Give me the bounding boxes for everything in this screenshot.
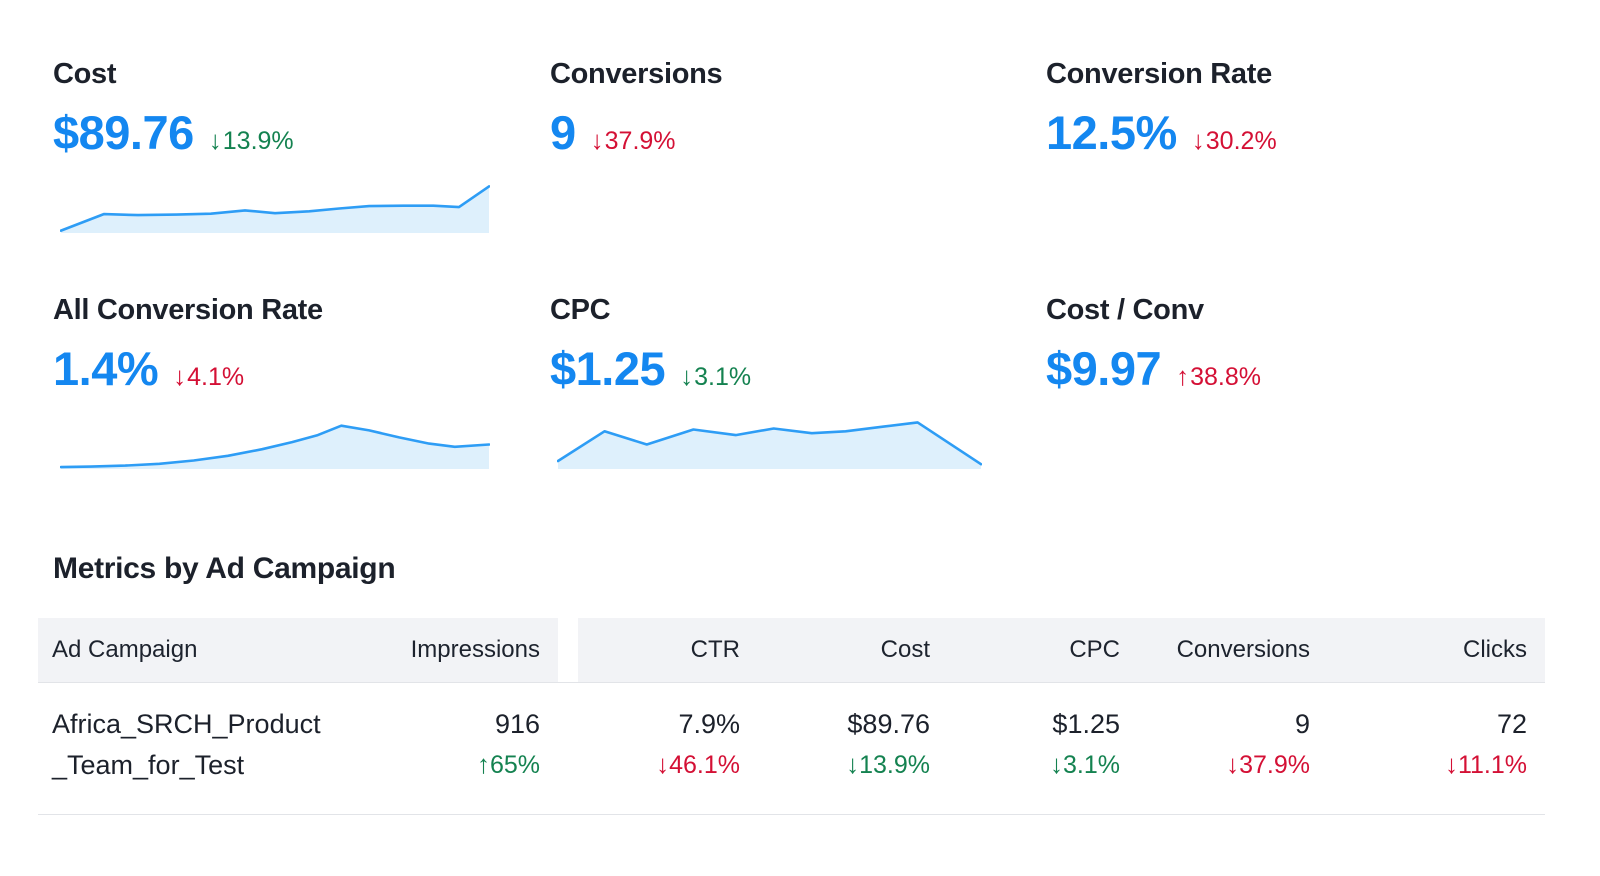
clicks-cell: 72 ↓11.1% — [1328, 704, 1545, 786]
conversions-delta: ↓37.9% — [1138, 745, 1310, 785]
kpi-value-all-conversion-rate: 1.4% — [53, 342, 159, 395]
kpi-delta-all-conversion-rate: ↓4.1% — [173, 361, 245, 391]
table-row: Africa_SRCH_Product _Team_for_Test 916 ↑… — [38, 683, 1545, 815]
arrow-down-icon: ↓ — [1444, 749, 1458, 779]
conversions-cell: 9 ↓37.9% — [1138, 704, 1328, 786]
kpi-title-cost: Cost — [53, 58, 117, 90]
cost-cell: $89.76 ↓13.9% — [758, 704, 948, 786]
kpi-card-cpc: CPC $1.25 ↓3.1% — [550, 292, 1046, 469]
kpi-value-cost-per-conv: $9.97 — [1046, 342, 1162, 395]
cost-delta: ↓13.9% — [758, 745, 930, 785]
kpi-title-all-conversion-rate: All Conversion Rate — [53, 294, 323, 326]
cpc-cell: $1.25 ↓3.1% — [948, 704, 1138, 786]
kpi-title-conversions: Conversions — [550, 58, 723, 90]
kpi-delta-cpc: ↓3.1% — [680, 361, 752, 391]
table-header-row: Ad Campaign Impressions CTR Cost CPC Con… — [38, 618, 1545, 683]
impressions-delta: ↑65% — [378, 745, 540, 785]
column-gap — [558, 704, 578, 786]
kpi-title-cost-per-conv: Cost / Conv — [1046, 294, 1204, 326]
arrow-down-icon: ↓ — [173, 361, 187, 391]
kpi-delta-text: 30.2% — [1205, 127, 1277, 155]
arrow-down-icon: ↓ — [656, 749, 670, 779]
cost-value: $89.76 — [847, 709, 930, 739]
kpi-value-conversions: 9 — [550, 106, 576, 159]
campaign-name-line2: _Team_for_Test — [52, 750, 245, 780]
kpi-delta-cost-per-conv: ↑38.8% — [1176, 361, 1262, 391]
arrow-down-icon: ↓ — [1050, 749, 1064, 779]
campaign-metrics-table: Ad Campaign Impressions CTR Cost CPC Con… — [38, 618, 1545, 815]
kpi-cards-grid: Cost $89.76 ↓13.9% Conversions 9 ↓37.9% Co… — [53, 56, 1600, 469]
ctr-delta: ↓46.1% — [578, 745, 740, 785]
kpi-delta-text: 3.1% — [694, 363, 752, 391]
kpi-card-all-conversion-rate: All Conversion Rate 1.4% ↓4.1% — [53, 292, 550, 469]
col-header-cpc: CPC — [948, 618, 1138, 682]
dashboard-page: Cost $89.76 ↓13.9% Conversions 9 ↓37.9% Co… — [38, 56, 1600, 815]
arrow-down-icon: ↓ — [590, 125, 604, 155]
kpi-delta-text: 13.9% — [222, 127, 294, 155]
ctr-value: 7.9% — [678, 709, 740, 739]
col-header-cost: Cost — [758, 618, 948, 682]
delta-text: 3.1% — [1063, 751, 1120, 779]
delta-text: 65% — [489, 751, 540, 779]
campaign-name-cell: Africa_SRCH_Product _Team_for_Test — [38, 704, 378, 786]
col-header-clicks: Clicks — [1328, 618, 1545, 682]
kpi-card-conversions: Conversions 9 ↓37.9% — [550, 56, 1046, 222]
clicks-delta: ↓11.1% — [1328, 745, 1527, 785]
campaign-name-line1: Africa_SRCH_Product — [52, 709, 321, 739]
arrow-down-icon: ↓ — [1191, 125, 1205, 155]
kpi-value-cost: $89.76 — [53, 106, 194, 159]
col-header-ad-campaign: Ad Campaign — [38, 618, 378, 682]
arrow-down-icon: ↓ — [680, 361, 694, 391]
arrow-up-icon: ↑ — [476, 749, 490, 779]
delta-text: 37.9% — [1239, 751, 1310, 779]
table-section-title: Metrics by Ad Campaign — [53, 552, 396, 585]
arrow-up-icon: ↑ — [1176, 361, 1190, 391]
col-header-conversions: Conversions — [1138, 618, 1328, 682]
kpi-value-cpc: $1.25 — [550, 342, 666, 395]
kpi-value-conversion-rate: 12.5% — [1046, 106, 1177, 159]
cost-sparkline-chart — [60, 185, 490, 233]
all-conversion-rate-sparkline-chart — [60, 424, 490, 469]
kpi-card-conversion-rate: Conversion Rate 12.5% ↓30.2% — [1046, 56, 1600, 222]
kpi-delta-text: 38.8% — [1190, 363, 1262, 391]
conversions-value: 9 — [1294, 709, 1310, 739]
clicks-value: 72 — [1496, 709, 1527, 739]
cpc-delta: ↓3.1% — [948, 745, 1120, 785]
kpi-delta-text: 4.1% — [187, 363, 245, 391]
kpi-delta-text: 37.9% — [604, 127, 676, 155]
kpi-card-cost-per-conv: Cost / Conv $9.97 ↑38.8% — [1046, 292, 1600, 458]
delta-text: 13.9% — [859, 751, 930, 779]
impressions-cell: 916 ↑65% — [378, 704, 558, 786]
col-header-ctr: CTR — [578, 618, 758, 682]
kpi-title-conversion-rate: Conversion Rate — [1046, 58, 1272, 90]
arrow-down-icon: ↓ — [846, 749, 860, 779]
delta-text: 11.1% — [1457, 751, 1527, 779]
kpi-delta-conversion-rate: ↓30.2% — [1191, 125, 1277, 155]
col-header-impressions: Impressions — [378, 618, 558, 682]
cpc-sparkline-chart — [557, 421, 982, 469]
column-gap — [558, 618, 578, 682]
arrow-down-icon: ↓ — [1226, 749, 1240, 779]
kpi-title-cpc: CPC — [550, 294, 611, 326]
kpi-delta-conversions: ↓37.9% — [590, 125, 676, 155]
ctr-cell: 7.9% ↓46.1% — [578, 704, 758, 786]
arrow-down-icon: ↓ — [208, 125, 222, 155]
kpi-card-cost: Cost $89.76 ↓13.9% — [53, 56, 550, 233]
impressions-value: 916 — [494, 709, 540, 739]
kpi-delta-cost: ↓13.9% — [208, 125, 294, 155]
cpc-value: $1.25 — [1052, 709, 1120, 739]
delta-text: 46.1% — [669, 751, 740, 779]
